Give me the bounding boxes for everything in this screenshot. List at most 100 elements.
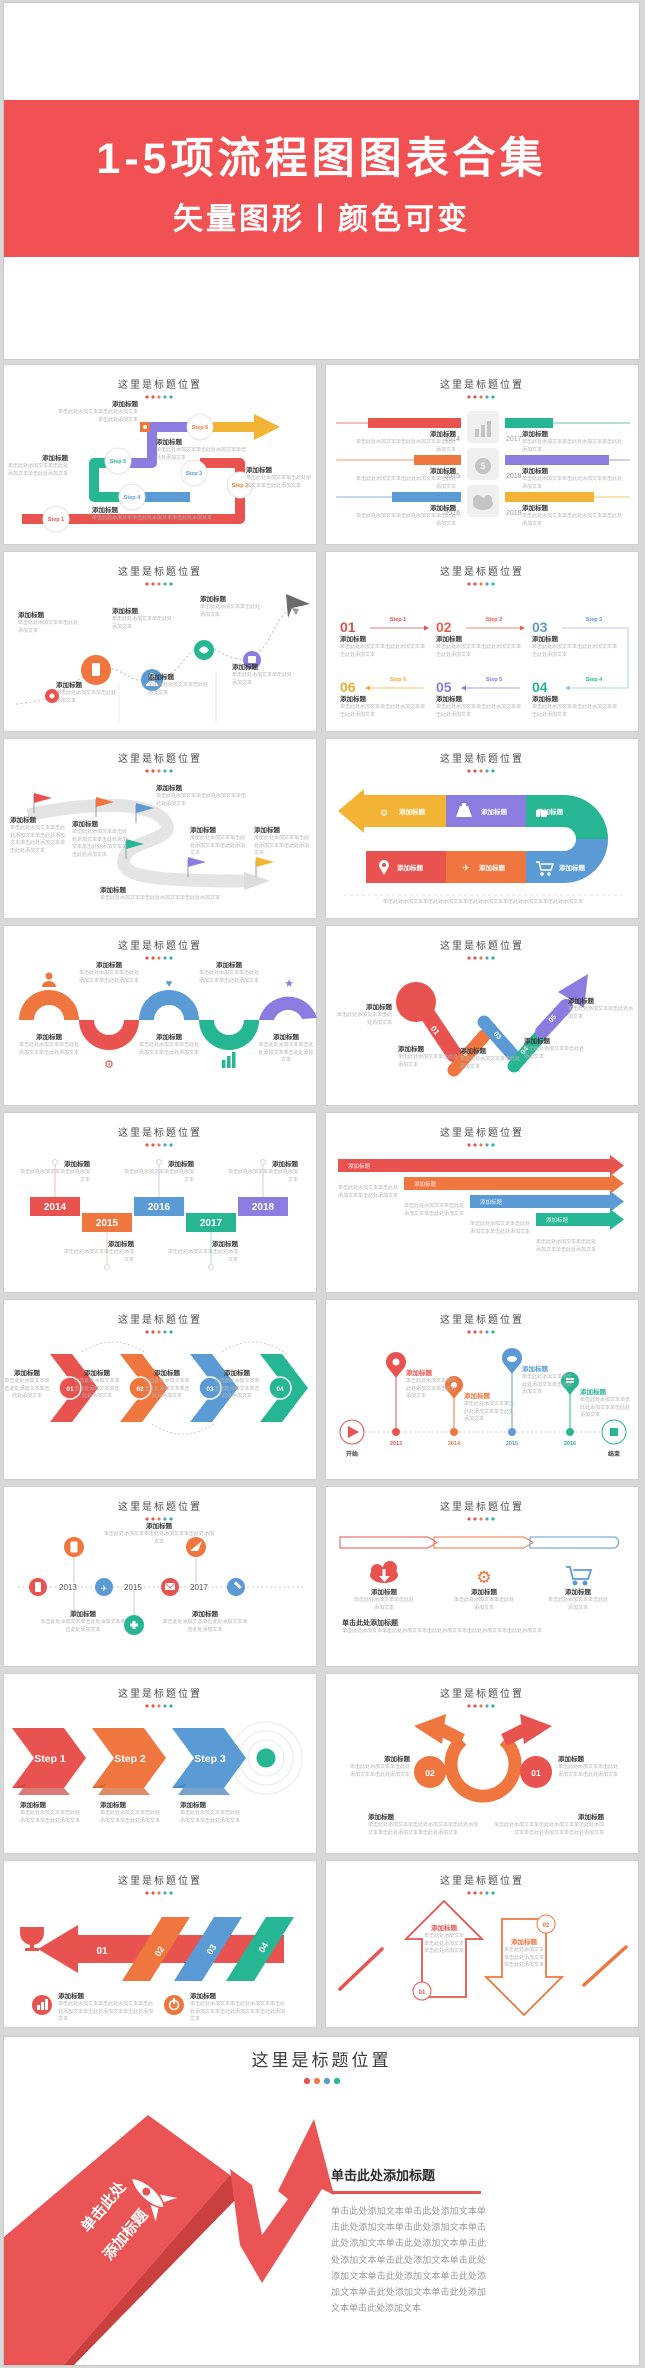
label: 添加标题 单击此处添加文本单击此处添加文本 — [122, 1161, 194, 1184]
label: 添加标题 单击此处添加文本单击此处添加文本单击此处添加文本 — [257, 1034, 315, 1065]
label-title: 添加标题 — [84, 1370, 110, 1377]
label-title: 添加标题 — [558, 1756, 584, 1763]
label-body: 单击此处添加文本单击此处添加文本 — [336, 1012, 392, 1026]
slide-title: 这里是标题位置 — [440, 1876, 524, 1887]
slide-thumb-chevron-flow[interactable]: 这里是标题位置 01 02 03 — [3, 1299, 317, 1480]
label-title: 添加标题 — [511, 1939, 537, 1946]
title-dots — [466, 1517, 498, 1521]
label: 单击此处添加标题 单击此处添加文本单击此处添加文本单击此处添加文本单击此处添加文本… — [342, 1619, 624, 1643]
slide-thumb-year-bars[interactable]: 这里是标题位置 — [325, 364, 639, 545]
panel-rule — [331, 2191, 481, 2194]
slide-thumb-center-timeline[interactable]: 这里是标题位置 ✈ 2013 2015 2017 — [3, 1486, 317, 1667]
closing-slide[interactable]: 这里是标题位置 单击此处 添加标题 单击此处添加标题 单击此处添加文本单击此处添… — [3, 2036, 640, 2366]
label-body: 单击此处添加文本单击此处添加文本单击此处添加文本 — [190, 835, 246, 857]
label: 添加标题 单击此处添加文本单击此处添加文本单击此处添加文本 — [356, 468, 456, 491]
arrow-head — [558, 974, 588, 1008]
slide-thumb-year-blocks[interactable]: 这里是标题位置 2014 20 — [3, 1112, 317, 1293]
label-body: 单击此处添加文本单击此处添加文本 — [398, 1054, 458, 1068]
label-body: 单击此处添加文本单击此处添加文本 — [454, 1597, 514, 1611]
gear-icon: ⚙ — [476, 1568, 491, 1587]
label-body: 单击此处添加文本单击此处添加文本单击此处添加文本 — [40, 1619, 126, 1633]
label: 添加标题 单击此处添加文本单击此处添加文本单击此处添加文本 — [406, 1370, 456, 1401]
year-blocks-diagram: 2014 2015 2016 2017 2018 — [30, 1159, 288, 1270]
flag-icon — [135, 803, 154, 823]
stop-icon — [601, 1419, 627, 1445]
label-body: 单击此处添加文本单击此处添加文本 — [63, 1249, 134, 1263]
label-body: 单击此处添加文本单击此处添加文本 — [167, 1249, 238, 1263]
label-body: 单击此处添加文本单击此处添加文本 — [227, 1169, 298, 1183]
slide-thumb-road-flags[interactable]: 这里是标题位置 添加标题 单击此处添加文本单击此处添加文本单击此处添加文本单击此处… — [3, 738, 317, 919]
label-title: 添加标题 — [273, 1034, 299, 1041]
slide-title: 这里是标题位置 — [440, 1502, 524, 1513]
label: 单击此处添加文本单击此处添加文本单击此处添加文本 — [536, 1239, 600, 1262]
slide-thumb-outline-arrows[interactable]: 这里是标题位置 01 02 添加标题 单击此处添加文本单击此处添加文本单击此处添加… — [325, 1860, 639, 2028]
label-body: 单击此处添加文本单击此处添加文本单击此处添加文本 — [104, 1531, 214, 1545]
label-title: 添加标题 — [340, 636, 366, 643]
label-body: 单击此处添加文本单击此处添加文本单击此处添加文本 — [79, 970, 139, 984]
title-dots — [144, 395, 176, 399]
label-title: 添加标题 — [340, 696, 366, 703]
label: 添加标题 单击此处添加文本单击此处添加文本 — [398, 1046, 458, 1069]
big-arrow-head — [38, 1925, 78, 1973]
label: 添加标题 单击此处添加文本单击此处添加文本 — [166, 1241, 238, 1264]
slide-title: 这里是标题位置 — [118, 380, 202, 391]
label-body: 单击此处添加文本单击此处添加文本 — [148, 682, 209, 696]
label-body: 单击此处添加文本单击此处添加文本单击此处添加文本 — [536, 1239, 597, 1253]
year-label: 2019 — [506, 510, 522, 517]
slide-thumb-pin-timeline[interactable]: 这里是标题位置 2013 2014 — [325, 1299, 639, 1480]
slide-title: 这里是标题位置 — [118, 941, 202, 952]
cover-slide[interactable]: 1-5项流程图图表合集 矢量图形丨颜色可变 — [3, 2, 640, 360]
slide-thumb-segment-bar-icons[interactable]: 这里是标题位置 ⚙ 添加标题 单击此处添加文本单击此处添加文本 添加标题 单击此处添… — [325, 1486, 639, 1667]
label-body: 单击此处添加文本单击此处添加文本 — [18, 620, 79, 634]
label: 添加标题 单击此处添加文本单击此处添加文本单击此处添加文本 — [92, 507, 212, 530]
cart-icon — [536, 861, 555, 876]
label: 添加标题 单击此处添加文本单击此处添加文本 — [460, 1048, 520, 1071]
label-body: 单击此处添加文本单击此处添加文本单击此处添加文本 — [144, 1378, 190, 1400]
label-title: 添加标题 — [464, 1393, 490, 1400]
slide-thumb-wave-arcs[interactable]: 这里是标题位置 ♥ ★ ⚙ 添加标题 单击此处添加文本单击此处添加文本单击此处添加… — [3, 925, 317, 1106]
slide-thumb-stacked-arrows[interactable]: 这里是标题位置 添加标题 添加标题 添加标题 添加标题 单击此处添加文本单击此处… — [325, 1112, 639, 1293]
label-title: 添加标题 — [42, 455, 68, 462]
label-title: 添加标题 — [148, 674, 174, 681]
label-body: 单击此处添加文本单击此处添加文本 — [123, 1169, 194, 1183]
year-block: 2015 — [96, 1218, 119, 1229]
label-body: 单击此处添加文本单击此处添加文本单击此处添加文本 — [436, 704, 522, 718]
flag-icon — [125, 839, 144, 859]
label-title: 添加标题 — [96, 962, 122, 969]
seg-number: 04 — [520, 1046, 531, 1057]
year-tick: 2015 — [124, 1583, 142, 1592]
label: 添加标题 单击此处添加文本单击此处添加文本单击此处添加文本 — [503, 1939, 545, 1977]
closing-dots — [302, 2077, 341, 2085]
slide-thumb-loop-split[interactable]: 这里是标题位置 02 01 添加标题 单击此处添加文本单击此处添加文本单击此处添加… — [325, 1673, 639, 1854]
slide-title: 这里是标题位置 — [118, 1689, 202, 1700]
slide-thumb-growth-curve[interactable]: 这里是标题位置 添加标题 单击此处添加文本单击此处添加文本 添加标题 单击此处添加文… — [3, 551, 317, 732]
label: 添加标题 单击此处添加文本单击此处添加文本 — [334, 1004, 392, 1027]
label-body: 单击此处添加文本单击此处添加文本单击此处添加文本 — [199, 970, 259, 984]
slide-thumb-numbered-steps[interactable]: 这里是标题位置 01 02 03 04 05 06 Step 1 Step 2 — [325, 551, 639, 732]
title-dots — [144, 769, 176, 773]
pin-icon — [445, 1376, 463, 1399]
target-center — [256, 1748, 276, 1768]
step-label: Step 4 — [124, 495, 141, 501]
cart-icon — [566, 1566, 593, 1586]
slide-thumb-3d-steps-target[interactable]: 这里是标题位置 Step 1 Step 2 Step 3 添加标题 单击此处添加文… — [3, 1673, 317, 1854]
ribbon-arrow-diagram: 01 02 03 04 — [20, 1917, 294, 2015]
label: 添加标题 单击此处添加文本单击此处添加文本 — [568, 998, 634, 1021]
slide-thumb-snake-flow[interactable]: 这里是标题位置 — [3, 364, 317, 545]
step-number: 06 — [340, 679, 356, 695]
slide-thumb-zigzag-ascent[interactable]: 这里是标题位置 01 02 03 04 05 添加标题 单击此处添加 — [325, 925, 639, 1106]
arrow-head — [254, 414, 280, 440]
slide-title: 这里是标题位置 — [118, 1502, 202, 1513]
mobile-icon — [70, 1541, 78, 1553]
band-label: 添加标题 — [537, 807, 564, 816]
slide-thumb-uturn-band[interactable]: 这里是标题位置 ⚙ ✈ — [325, 738, 639, 919]
label: 添加标题 单击此处添加文本单击此处添加文本单击此处添加文本 — [79, 962, 139, 993]
step-label: Step 2 — [232, 483, 249, 489]
slide-thumb-ribbon-arrow[interactable]: 这里是标题位置 01 02 03 04 添加标题 单击此处添加文本 — [3, 1860, 317, 2028]
chart-badge-icon — [32, 1995, 52, 2015]
pin-icon — [561, 1372, 579, 1395]
label-body: 单击此处添加文本单击此处添加文本单击此处添加文本 — [338, 1185, 399, 1199]
label: 添加标题 单击此处添加文本单击此处添加文本 — [112, 608, 174, 631]
steps-target-diagram: Step 1 Step 2 Step 3 — [12, 1721, 303, 1795]
label: 添加标题 单击此处添加文本单击此处添加文本 — [200, 596, 262, 619]
